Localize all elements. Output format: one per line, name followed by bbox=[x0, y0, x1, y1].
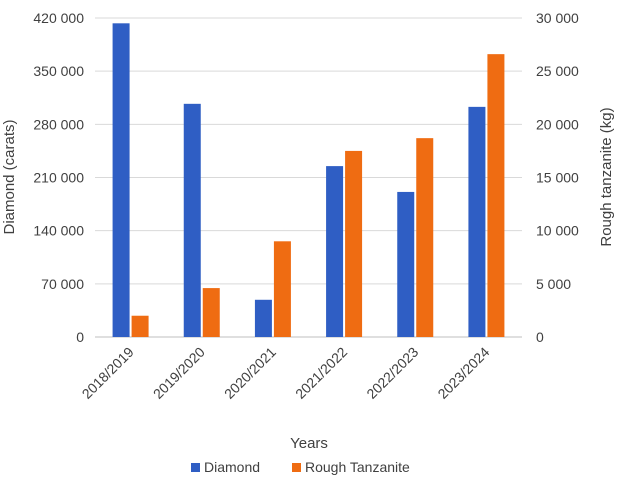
bars bbox=[112, 23, 505, 338]
x-axis-title: Years bbox=[290, 435, 328, 452]
x-tick-label: 2020/2021 bbox=[221, 344, 279, 402]
bar-diamond bbox=[183, 103, 201, 337]
y-tick-label: 210 000 bbox=[33, 170, 84, 186]
bar-diamond bbox=[468, 106, 486, 337]
x-tick-label: 2023/2024 bbox=[434, 344, 492, 402]
y-tick-label: 350 000 bbox=[33, 63, 84, 79]
legend-label: Rough Tanzanite bbox=[305, 459, 410, 475]
x-tick-label: 2021/2022 bbox=[292, 344, 350, 402]
x-tick-label: 2019/2020 bbox=[150, 344, 208, 402]
bar-rough-tanzanite bbox=[202, 288, 220, 337]
y-tick-label: 0 bbox=[76, 329, 84, 345]
y2-tick-label: 0 bbox=[536, 329, 544, 345]
bar-diamond bbox=[112, 23, 130, 338]
bar-rough-tanzanite bbox=[273, 241, 291, 337]
y2-tick-label: 30 000 bbox=[536, 10, 579, 26]
y2-tick-label: 20 000 bbox=[536, 116, 579, 132]
y2-tick-label: 5 000 bbox=[536, 276, 571, 292]
bar-rough-tanzanite bbox=[345, 150, 363, 337]
y-tick-label: 140 000 bbox=[33, 223, 84, 239]
x-tick-label: 2022/2023 bbox=[363, 344, 421, 402]
bar-rough-tanzanite bbox=[131, 315, 149, 337]
y-tick-label: 280 000 bbox=[33, 116, 84, 132]
y-tick-label: 70 000 bbox=[41, 276, 84, 292]
bar-diamond bbox=[326, 166, 344, 337]
y2-tick-label: 25 000 bbox=[536, 63, 579, 79]
bar-rough-tanzanite bbox=[416, 138, 434, 337]
bar-rough-tanzanite bbox=[487, 54, 505, 338]
legend-label: Diamond bbox=[204, 459, 260, 475]
y-tick-label: 420 000 bbox=[33, 10, 84, 26]
y2-tick-label: 10 000 bbox=[536, 223, 579, 239]
bar-diamond bbox=[397, 191, 415, 337]
y-axis-title: Diamond (carats) bbox=[1, 119, 18, 234]
y2-axis-title: Rough tanzanite (kg) bbox=[598, 107, 615, 246]
gridlines bbox=[95, 17, 522, 338]
bar-diamond bbox=[254, 299, 272, 337]
legend-swatch-rough-tanzanite bbox=[292, 463, 301, 472]
legend-swatch-diamond bbox=[191, 463, 200, 472]
y2-tick-label: 15 000 bbox=[536, 170, 579, 186]
legend: Diamond Rough Tanzanite bbox=[191, 459, 410, 475]
x-tick-label: 2018/2019 bbox=[79, 344, 137, 402]
